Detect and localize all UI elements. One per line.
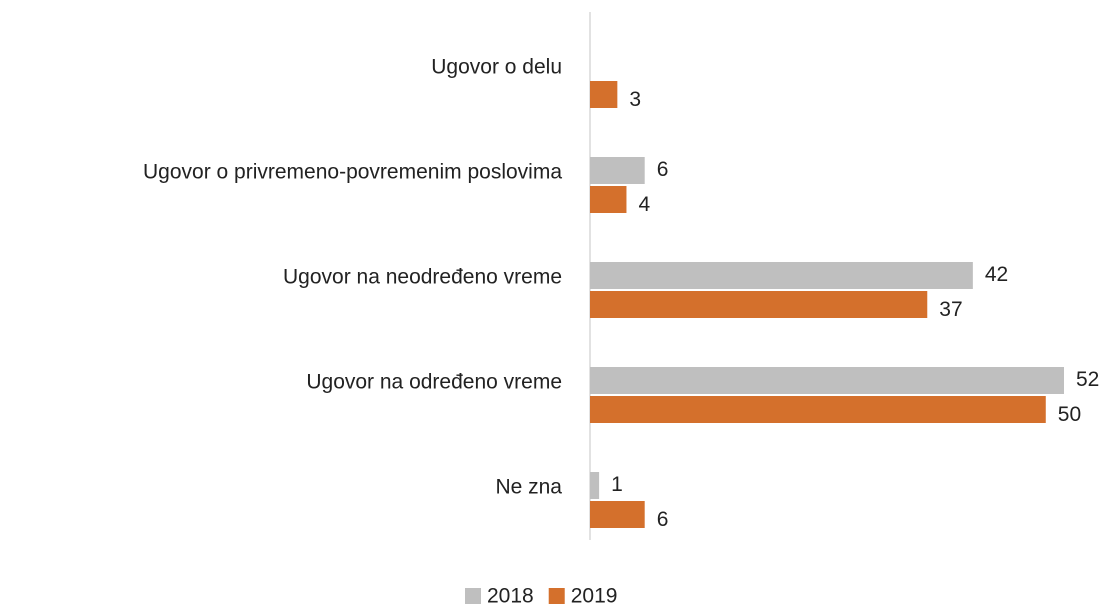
bar [590, 262, 973, 289]
category-label: Ugovor na određeno vreme [306, 371, 562, 394]
value-label: 6 [657, 158, 669, 181]
category-label: Ugovor o delu [431, 56, 562, 79]
value-label: 1 [611, 473, 623, 496]
value-label: 42 [985, 263, 1008, 286]
value-label: 6 [657, 508, 669, 531]
bar [590, 501, 645, 528]
value-label: 4 [638, 193, 650, 216]
bar [590, 81, 618, 108]
bar [590, 367, 1064, 394]
bar [590, 157, 645, 184]
value-label: 52 [1076, 368, 1099, 391]
value-label: 50 [1058, 403, 1081, 426]
bar [590, 186, 627, 213]
bar [590, 291, 928, 318]
bar [590, 396, 1046, 423]
value-label: 3 [629, 88, 641, 111]
value-label: 37 [939, 298, 962, 321]
bar [590, 472, 600, 499]
legend-swatch [465, 588, 481, 604]
legend-swatch [548, 588, 565, 604]
legend-label: 2018 [487, 585, 534, 608]
category-label: Ugovor o privremeno-povremenim poslovima [143, 161, 562, 184]
category-label: Ne zna [495, 476, 562, 499]
category-label: Ugovor na neodređeno vreme [283, 266, 562, 289]
legend-label: 2019 [571, 585, 618, 608]
